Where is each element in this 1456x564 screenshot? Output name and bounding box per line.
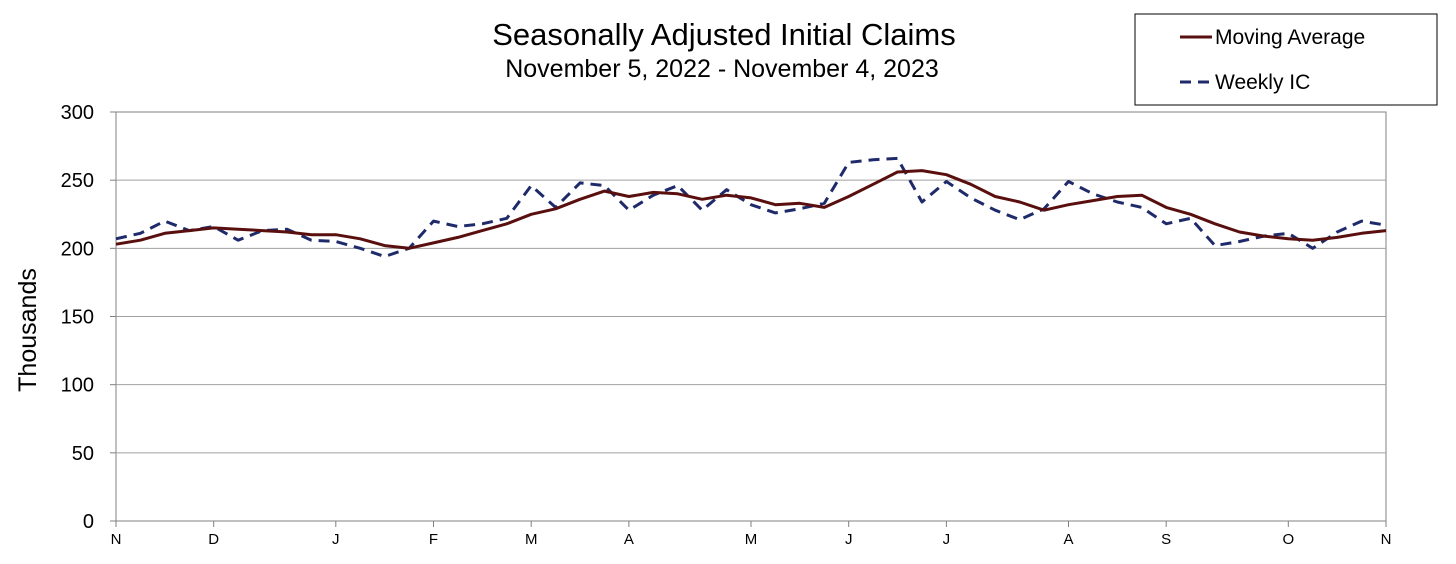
x-tick-label: A [1063,531,1073,548]
y-tick-label: 250 [61,170,94,192]
x-tick-label: N [1381,531,1392,548]
x-tick-label: M [525,531,538,548]
x-tick-label: M [745,531,758,548]
legend: Moving Average Weekly IC [1134,13,1438,106]
x-tick-label: A [624,531,634,548]
y-axis: 0 50 100 150 200 250 300 [61,102,116,533]
y-tick-label: 150 [61,307,94,329]
y-tick-label: 100 [61,375,94,397]
x-tick-label: J [845,531,853,548]
chart-title: Seasonally Adjusted Initial Claims [492,17,956,52]
x-tick-label: J [943,531,951,548]
x-tick-label: S [1161,531,1171,548]
x-tick-label: N [111,531,122,548]
legend-box [1134,13,1438,106]
series-line-weekly-ic [115,156,1387,258]
x-tick-label: O [1282,531,1294,548]
y-tick-label: 200 [61,238,94,260]
y-axis-label: Thousands [14,268,42,392]
gridlines [116,179,1386,454]
y-tick-label: 300 [61,102,94,124]
legend-label-moving-average: Moving Average [1215,26,1365,49]
series-lines [115,156,1387,258]
x-tick-label: F [429,531,438,548]
y-tick-label: 50 [72,443,94,465]
x-tick-label: D [208,531,219,548]
series-line-moving-average [115,169,1387,250]
y-tick-label: 0 [83,511,94,533]
chart-subtitle: November 5, 2022 - November 4, 2023 [505,55,939,83]
legend-label-weekly-ic: Weekly IC [1215,71,1310,94]
x-tick-label: J [332,531,340,548]
